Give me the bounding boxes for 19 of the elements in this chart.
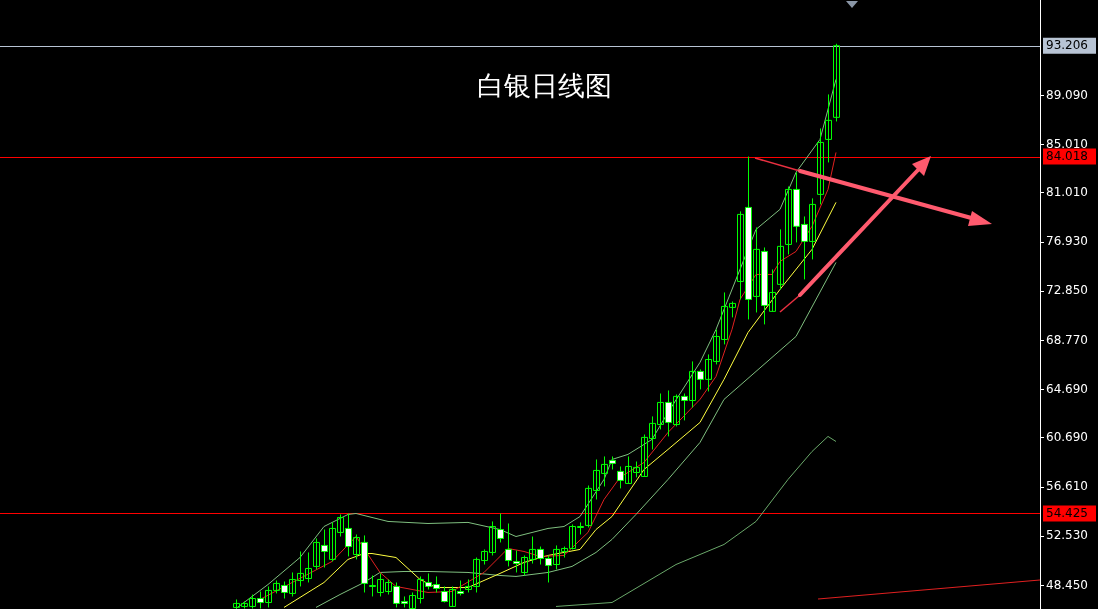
candlestick: [833, 43, 840, 122]
y-tick-label: 85.010: [1046, 136, 1088, 151]
candlestick: [817, 127, 824, 205]
candlestick: [777, 228, 784, 290]
ref-line-label: 54.425: [1046, 505, 1088, 520]
text: 白银日线图: [477, 70, 613, 102]
y-tick-label: 56.610: [1046, 479, 1088, 494]
y-tick-label: 89.090: [1046, 87, 1088, 102]
ref-line-label: 84.018: [1046, 148, 1088, 163]
y-tick-label: 64.690: [1046, 381, 1088, 396]
y-tick-label: 68.770: [1046, 332, 1088, 347]
y-tick-label: 48.450: [1046, 577, 1088, 592]
candlestick: [825, 93, 832, 163]
y-tick-label: 52.530: [1046, 528, 1088, 543]
y-tick-label: 72.850: [1046, 283, 1088, 298]
y-tick-label: 76.930: [1046, 234, 1088, 249]
y-tick-label: 81.010: [1046, 184, 1088, 199]
ref-line-label: 93.206: [1046, 37, 1088, 52]
y-tick-label: 60.690: [1046, 430, 1088, 444]
